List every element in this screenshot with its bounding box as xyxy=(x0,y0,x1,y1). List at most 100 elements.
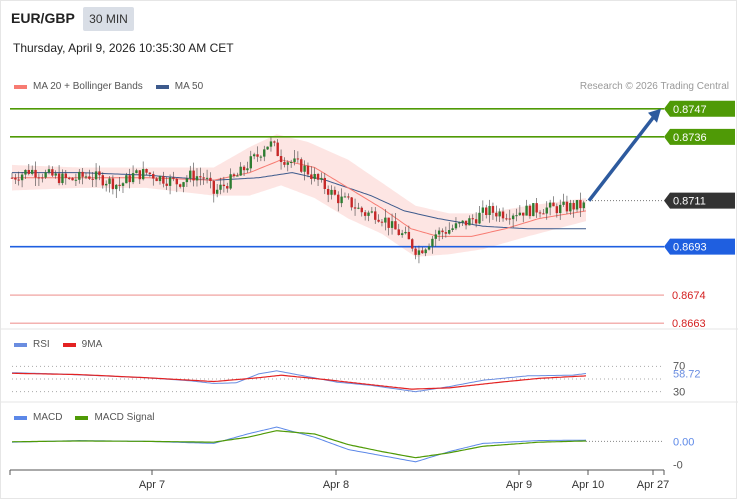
candle-body xyxy=(121,183,125,186)
candle-body xyxy=(128,175,131,183)
candle-body xyxy=(559,204,562,214)
candle-body xyxy=(131,173,135,183)
pivot-level-label: 0.8693 xyxy=(673,242,707,254)
candle-body xyxy=(471,218,474,220)
candle-body xyxy=(266,146,269,150)
candle-body xyxy=(357,207,360,209)
credit-text: Research © 2026 Trading Central xyxy=(579,81,729,92)
candle-body xyxy=(37,177,41,179)
candle-body xyxy=(310,174,313,179)
candle-body xyxy=(293,158,296,162)
x-tick-label: Apr 9 xyxy=(506,479,532,491)
candle-body xyxy=(538,212,542,214)
current-level-tag xyxy=(664,192,735,209)
candle-body xyxy=(515,215,518,217)
candle-body xyxy=(111,178,115,190)
ma50-line xyxy=(12,172,586,230)
timeframe-button[interactable]: 30 MIN xyxy=(83,7,134,31)
candle-body xyxy=(542,213,545,215)
legend-rsi-label: RSI xyxy=(33,339,50,350)
candle-body xyxy=(481,207,485,213)
candle-body xyxy=(199,176,202,178)
candle-body xyxy=(458,222,461,224)
candles xyxy=(10,137,585,264)
candle-body xyxy=(195,176,199,181)
candle-body xyxy=(74,179,78,181)
candle-body xyxy=(296,158,300,160)
candle-body xyxy=(279,156,283,163)
candle-body xyxy=(212,181,215,194)
candle-body xyxy=(242,166,246,171)
candle-body xyxy=(491,206,495,213)
candle-body xyxy=(441,230,444,233)
rsi-value-label: 58.72 xyxy=(673,368,701,380)
candle-body xyxy=(518,212,522,216)
candle-body xyxy=(320,177,323,180)
candle-body xyxy=(189,170,192,179)
candle-body xyxy=(289,161,293,163)
candle-body xyxy=(44,172,47,178)
candle-body xyxy=(330,189,333,195)
candle-body xyxy=(222,184,226,187)
legend-macd-signal-label: MACD Signal xyxy=(94,412,155,423)
candle-body xyxy=(158,176,162,182)
price-legend: MA 20 + Bollinger Bands MA 50 xyxy=(14,81,216,92)
candle-body xyxy=(582,202,585,209)
macd-signal-line xyxy=(11,430,586,459)
bollinger-band xyxy=(12,134,586,257)
support-level-label: 0.8663 xyxy=(672,318,706,330)
candle-body xyxy=(104,183,108,186)
candle-body xyxy=(165,183,168,186)
candle-body xyxy=(565,201,569,212)
symbol-title: EUR/GBP xyxy=(11,10,75,26)
candle-body xyxy=(337,194,340,204)
rsi-swatch xyxy=(14,342,27,347)
candle-body xyxy=(162,176,165,184)
candle-body xyxy=(30,169,34,174)
candle-body xyxy=(343,196,347,198)
candle-body xyxy=(522,212,525,216)
candle-body xyxy=(61,173,64,184)
candle-body xyxy=(474,219,478,224)
candle-body xyxy=(205,177,209,179)
candle-body xyxy=(575,200,579,210)
candle-body xyxy=(350,197,353,208)
macd-legend: MACD MACD Signal xyxy=(14,412,167,423)
candle-body xyxy=(249,156,252,169)
candle-body xyxy=(115,184,118,190)
candle-body xyxy=(485,207,488,215)
candle-body xyxy=(34,169,37,178)
x-tick-label: Apr 8 xyxy=(323,479,349,491)
resistance-level-label: 0.8747 xyxy=(673,104,707,116)
candle-body xyxy=(367,212,370,216)
candle-body xyxy=(417,250,421,255)
candle-body xyxy=(535,203,538,213)
candle-body xyxy=(316,173,320,180)
candle-body xyxy=(407,231,411,240)
candle-body xyxy=(525,205,528,216)
macd-value-label: 0.00 xyxy=(673,436,694,448)
candle-body xyxy=(370,211,374,213)
candle-body xyxy=(461,220,464,223)
candle-body xyxy=(404,231,407,234)
candle-body xyxy=(501,211,505,219)
candle-body xyxy=(259,156,263,158)
resistance-level-tag xyxy=(664,100,735,117)
legend-macd-label: MACD xyxy=(33,412,63,423)
candle-body xyxy=(353,207,357,209)
candle-body xyxy=(273,141,276,143)
candle-body xyxy=(562,201,565,205)
rsi-tick-label: 30 xyxy=(673,387,685,399)
candle-body xyxy=(78,171,81,180)
candle-body xyxy=(427,246,431,250)
candle-body xyxy=(437,230,441,235)
candle-body xyxy=(118,184,121,186)
candle-body xyxy=(226,186,229,189)
candle-body xyxy=(532,203,535,217)
candle-body xyxy=(498,211,501,217)
candle-body xyxy=(64,173,68,178)
candle-body xyxy=(552,202,555,207)
candle-body xyxy=(41,177,44,179)
candle-body xyxy=(421,250,424,254)
